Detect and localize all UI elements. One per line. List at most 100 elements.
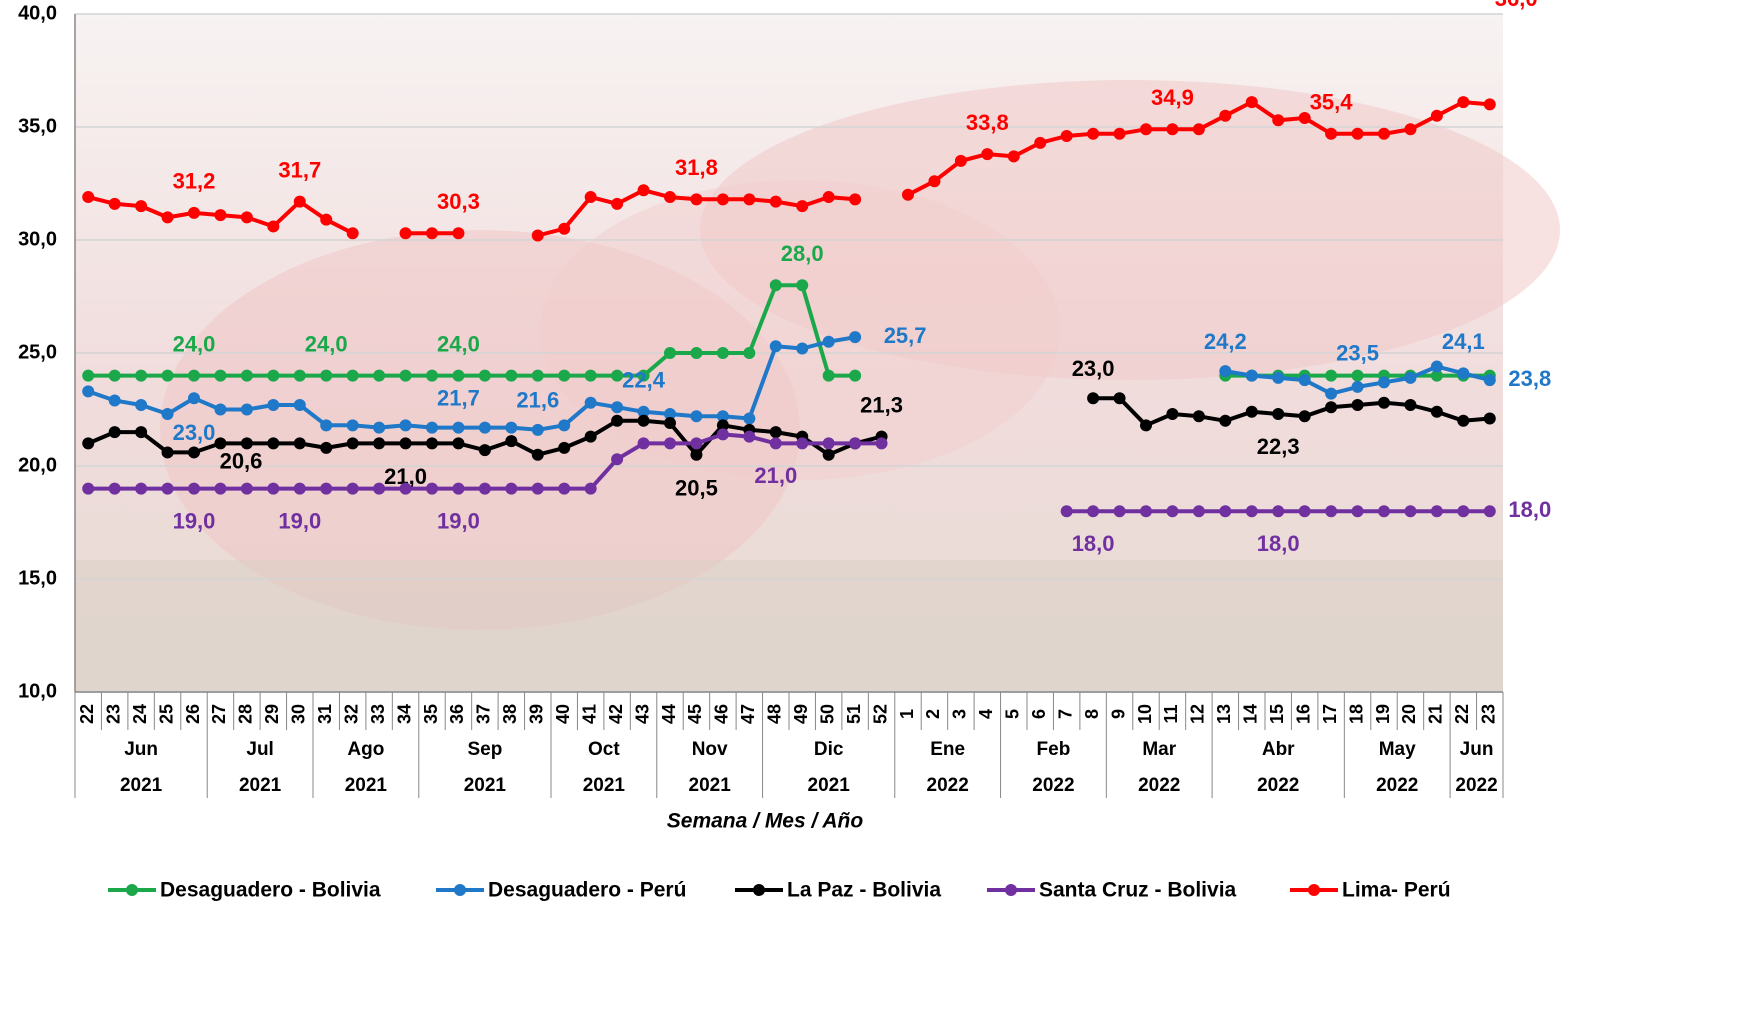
month-label: Jul [246, 739, 273, 760]
data-point [188, 483, 200, 495]
data-label: 20,5 [675, 476, 718, 501]
x-tick-label: 44 [659, 704, 679, 724]
x-tick-label: 33 [368, 704, 388, 724]
data-point [162, 483, 174, 495]
x-tick-label: 47 [738, 704, 758, 724]
data-point [82, 437, 94, 449]
month-label: Jun [1460, 739, 1494, 760]
data-point [638, 415, 650, 427]
data-point [1484, 505, 1496, 517]
x-tick-label: 19 [1373, 704, 1393, 724]
data-point [717, 428, 729, 440]
month-label: Sep [467, 739, 502, 760]
data-label: 23,5 [1336, 341, 1379, 366]
data-label: 28,0 [781, 241, 824, 266]
y-tick-label: 40,0 [18, 2, 57, 24]
y-tick-label: 15,0 [18, 567, 57, 589]
data-point [347, 419, 359, 431]
data-point [1034, 137, 1046, 149]
month-label: Ene [930, 739, 965, 760]
x-tick-label: 10 [1135, 704, 1155, 724]
data-point [135, 399, 147, 411]
data-point [426, 370, 438, 382]
x-tick-label: 18 [1346, 704, 1366, 724]
data-point [532, 229, 544, 241]
data-point [796, 200, 808, 212]
data-point [558, 442, 570, 454]
x-tick-label: 31 [315, 704, 335, 724]
data-point [1246, 96, 1258, 108]
data-point [188, 392, 200, 404]
data-point [241, 370, 253, 382]
data-point [1404, 399, 1416, 411]
data-point [1087, 505, 1099, 517]
data-point [1219, 110, 1231, 122]
data-point [664, 437, 676, 449]
y-tick-label: 25,0 [18, 341, 57, 363]
data-point [690, 193, 702, 205]
data-point [690, 410, 702, 422]
data-point [1457, 367, 1469, 379]
data-point [400, 419, 412, 431]
data-point [109, 198, 121, 210]
data-point [849, 370, 861, 382]
data-point [452, 422, 464, 434]
year-label: 2022 [1257, 775, 1299, 796]
data-point [558, 223, 570, 235]
data-label: 30,3 [437, 189, 480, 214]
legend-label: Lima- Perú [1342, 879, 1451, 902]
data-point [743, 193, 755, 205]
x-tick-label: 20 [1399, 704, 1419, 724]
data-point [347, 227, 359, 239]
data-point [611, 198, 623, 210]
y-tick-label: 30,0 [18, 228, 57, 250]
data-label: 31,8 [675, 155, 718, 180]
legend-item: La Paz - Bolivia [735, 879, 941, 902]
data-point [770, 196, 782, 208]
data-label: 24,0 [437, 331, 480, 356]
data-point [1431, 110, 1443, 122]
data-point [1325, 401, 1337, 413]
x-tick-label: 23 [1479, 704, 1499, 724]
x-tick-label: 50 [817, 704, 837, 724]
x-tick-label: 9 [1108, 709, 1128, 719]
data-label: 20,6 [220, 448, 263, 473]
x-tick-label: 42 [606, 704, 626, 724]
data-point [241, 211, 253, 223]
data-point [1272, 505, 1284, 517]
data-point [426, 483, 438, 495]
data-point [426, 437, 438, 449]
data-label: 22,4 [622, 368, 666, 393]
x-tick-label: 43 [632, 704, 652, 724]
x-tick-label: 1 [897, 709, 917, 719]
x-tick-label: 13 [1214, 704, 1234, 724]
x-tick-label: 14 [1241, 704, 1261, 724]
data-point [1061, 130, 1073, 142]
data-point [241, 404, 253, 416]
year-label: 2021 [464, 775, 507, 796]
data-point [452, 227, 464, 239]
legend-label: Santa Cruz - Bolivia [1039, 879, 1237, 902]
data-point [1114, 128, 1126, 140]
month-label: Nov [692, 739, 728, 760]
data-point [585, 397, 597, 409]
data-point [109, 483, 121, 495]
x-tick-label: 2 [923, 709, 943, 719]
data-point [532, 483, 544, 495]
data-point [109, 394, 121, 406]
data-point [823, 370, 835, 382]
data-point [664, 191, 676, 203]
data-label: 21,3 [860, 392, 903, 417]
data-point [1378, 376, 1390, 388]
data-point [294, 399, 306, 411]
data-point [1246, 505, 1258, 517]
y-tick-label: 20,0 [18, 454, 57, 476]
data-point [135, 200, 147, 212]
data-point [1140, 505, 1152, 517]
data-point [1484, 413, 1496, 425]
data-point [347, 370, 359, 382]
x-tick-label: 48 [765, 704, 785, 724]
data-point [1272, 114, 1284, 126]
data-point [479, 483, 491, 495]
data-point [294, 196, 306, 208]
